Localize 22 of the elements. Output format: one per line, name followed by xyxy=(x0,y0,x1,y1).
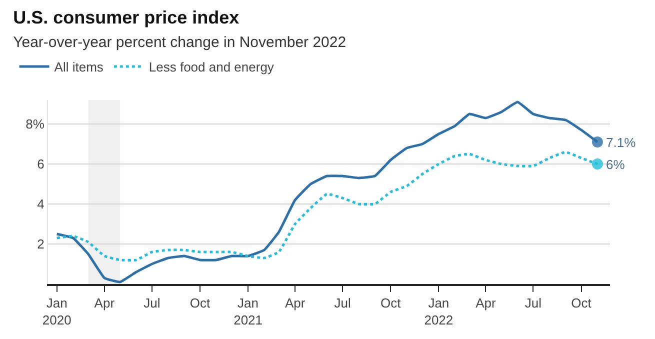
y-tick-label: 2 xyxy=(37,236,44,252)
chart-title: U.S. consumer price index xyxy=(13,8,240,28)
x-tick-label: Jan 2022 xyxy=(424,295,454,328)
x-tick-label: Jul xyxy=(334,295,351,310)
x-tick-label: Jan 2021 xyxy=(234,295,262,328)
x-tick-label: Oct xyxy=(571,295,592,310)
y-tick-label: 6 xyxy=(37,156,44,172)
legend-label: Less food and energy xyxy=(148,60,274,75)
x-tick-label: Apr xyxy=(284,295,306,310)
chart-subtitle: Year-over-year percent change in November 2022 xyxy=(13,34,346,52)
x-tick-label: Apr xyxy=(476,295,496,310)
x-tick-label: Oct xyxy=(190,295,210,310)
y-tick-label: 8% xyxy=(26,116,45,132)
legend-label: All items xyxy=(54,60,104,75)
annotation: 7.1% xyxy=(606,135,636,150)
x-tick-label: Oct xyxy=(380,295,402,310)
annotation: 6% xyxy=(606,157,626,172)
x-tick-label: Jul xyxy=(144,295,160,310)
y-tick-label: 4 xyxy=(37,196,44,212)
x-tick-label: Jan 2020 xyxy=(42,295,72,328)
x-tick-label: Apr xyxy=(94,295,116,310)
x-tick-label: Jul xyxy=(524,295,542,310)
